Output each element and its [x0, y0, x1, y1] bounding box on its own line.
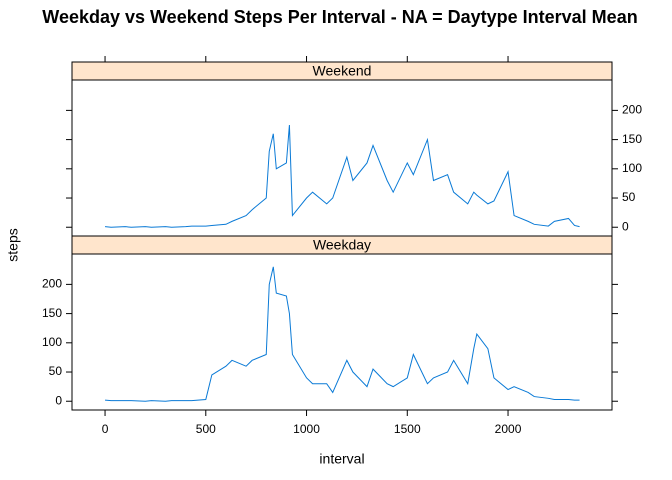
series-line — [104, 124, 580, 228]
y-axis-label: steps — [5, 228, 21, 261]
y-tick-label: 100 — [42, 335, 62, 349]
y-tick-label: 100 — [622, 161, 642, 175]
strip-label: Weekday — [313, 237, 371, 253]
y-tick-label: 150 — [42, 306, 62, 320]
panel-frame — [71, 253, 613, 411]
y-tick-label: 50 — [49, 364, 63, 378]
panel-frame — [71, 79, 613, 237]
y-tick-label: 200 — [42, 277, 62, 291]
y-tick-label: 0 — [622, 219, 629, 233]
y-tick-label: 200 — [622, 103, 642, 117]
x-tick-label: 500 — [196, 422, 216, 436]
chart-title: Weekday vs Weekend Steps Per Interval - … — [42, 7, 637, 27]
x-tick-label: 0 — [102, 422, 109, 436]
series-line — [104, 266, 580, 402]
x-tick-label: 2000 — [495, 422, 522, 436]
y-tick-label: 150 — [622, 132, 642, 146]
x-tick-label: 1500 — [394, 422, 421, 436]
y-tick-label: 50 — [622, 190, 636, 204]
x-tick-label: 1000 — [293, 422, 320, 436]
y-tick-label: 0 — [55, 393, 62, 407]
x-axis-label: interval — [319, 451, 364, 467]
strip-label: Weekend — [313, 63, 372, 79]
